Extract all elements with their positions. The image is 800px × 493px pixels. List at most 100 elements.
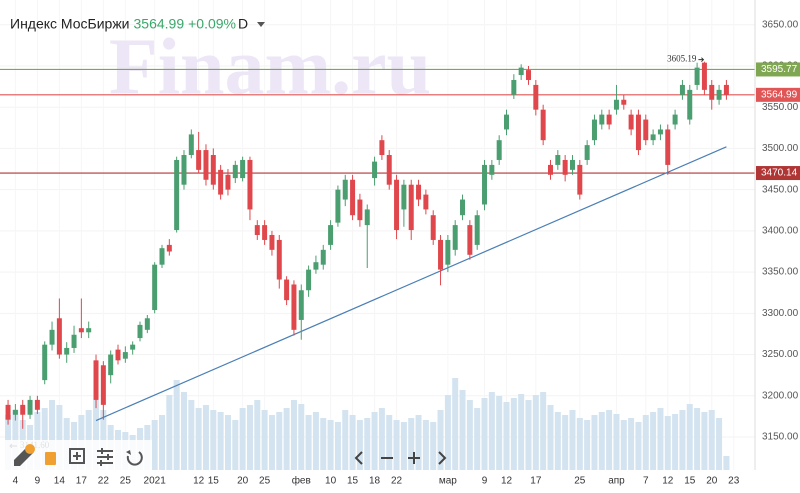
volume-bar: [576, 418, 583, 470]
volume-bar: [503, 402, 510, 470]
volume-bar: [356, 420, 363, 470]
candle-body: [218, 169, 224, 195]
level-label: 3564.99: [761, 89, 798, 100]
candle-body: [540, 109, 546, 141]
x-tick-label: 12: [662, 476, 674, 487]
candle-body: [188, 134, 194, 156]
candle-body: [144, 318, 150, 330]
volume-bar: [547, 405, 554, 470]
candle-body: [438, 239, 444, 270]
y-tick-label: 3400.00: [762, 226, 799, 237]
volume-bar: [342, 410, 349, 470]
volume-bar: [466, 400, 473, 470]
interval[interactable]: D: [238, 16, 248, 32]
candle-body: [489, 164, 495, 175]
candle-body: [694, 67, 700, 85]
price-change: +0.09%: [188, 16, 236, 32]
candle-body: [496, 140, 502, 160]
x-tick-label: мар: [439, 476, 457, 487]
candle-body: [584, 145, 590, 160]
candle-body: [276, 239, 282, 280]
x-tick-label: 7: [643, 476, 649, 487]
max-price-label: 3605.19: [667, 54, 697, 64]
volume-bar: [261, 410, 268, 470]
candle-body: [379, 140, 385, 156]
volume-bar: [613, 414, 620, 470]
indicators-button[interactable]: [45, 452, 56, 465]
candle-body: [49, 329, 55, 345]
volume-bar: [459, 390, 466, 470]
candle-body: [78, 328, 84, 333]
reset-arrow: [126, 450, 131, 455]
level-label: 3470.14: [761, 168, 798, 179]
volume-bar: [180, 392, 187, 470]
candle-body: [562, 159, 568, 175]
candle-body: [108, 354, 114, 376]
compare-button[interactable]: [69, 448, 85, 464]
volume-bar: [723, 456, 730, 470]
volume-bar: [701, 412, 708, 470]
reset-button[interactable]: [126, 451, 143, 466]
x-tick-label: 10: [325, 476, 337, 487]
candle-body: [606, 114, 612, 125]
y-tick-label: 3150.00: [762, 432, 799, 443]
x-tick-label: 14: [54, 476, 66, 487]
zoom-in[interactable]: [408, 452, 420, 464]
volume-bar: [239, 408, 246, 470]
candle-body: [416, 184, 422, 200]
volume-bar: [672, 414, 679, 470]
volume-bar: [620, 420, 627, 470]
time-axis: 4 9 14 17 22 25 2021 12 15 20 25 фев 10 15 18 22 мар 9 12 1…: [13, 475, 740, 487]
volume-bar: [657, 408, 664, 470]
candle-body: [100, 365, 106, 405]
volume-bar: [591, 415, 598, 470]
scroll-right[interactable]: [438, 451, 447, 465]
level-tag: [756, 166, 800, 181]
toolbar: [4, 440, 447, 470]
volume-bar: [173, 380, 180, 470]
candle-body: [709, 84, 715, 100]
y-tick-label: 3200.00: [762, 390, 799, 401]
interval-dropdown[interactable]: [257, 22, 265, 27]
x-tick-label: апр: [608, 476, 625, 487]
candle-body: [93, 360, 99, 400]
candle-body: [64, 347, 70, 355]
volume-bar: [393, 420, 400, 470]
candle-body: [599, 114, 605, 125]
candle-body: [166, 244, 172, 252]
candle-body: [364, 209, 370, 226]
y-tick-label: 3350.00: [762, 267, 799, 278]
scroll-left[interactable]: [354, 451, 363, 465]
level-lines: [0, 68, 755, 174]
volume-bar: [437, 410, 444, 470]
candle-body: [313, 262, 319, 270]
candle-body: [467, 225, 473, 255]
volume-bar: [210, 410, 217, 470]
volume-bar: [320, 418, 327, 470]
volume-bar: [166, 395, 173, 470]
candle-body: [408, 184, 414, 231]
candle-body: [657, 129, 663, 135]
candle-body: [716, 89, 722, 100]
volume-bar: [444, 395, 451, 470]
volume-bar: [349, 415, 356, 470]
y-tick-label: 3250.00: [762, 349, 799, 360]
x-tick-label: 20: [237, 476, 249, 487]
instrument-name: Индекс МосБиржи: [10, 16, 130, 32]
settings-button[interactable]: [97, 448, 113, 466]
x-tick-label: 15: [347, 476, 359, 487]
candle-body: [701, 62, 707, 90]
candle-body: [20, 404, 26, 415]
volume-bar: [584, 420, 591, 470]
candle-body: [504, 114, 510, 130]
candle-body: [372, 161, 378, 179]
draw-badge: [25, 444, 35, 454]
y-tick-label: 3450.00: [762, 184, 799, 195]
volume-bar: [716, 418, 723, 470]
candle-body: [511, 79, 517, 95]
candle-body: [350, 179, 356, 216]
x-tick-label: 25: [259, 476, 271, 487]
candle-body: [34, 399, 40, 410]
candle-body: [56, 318, 62, 355]
